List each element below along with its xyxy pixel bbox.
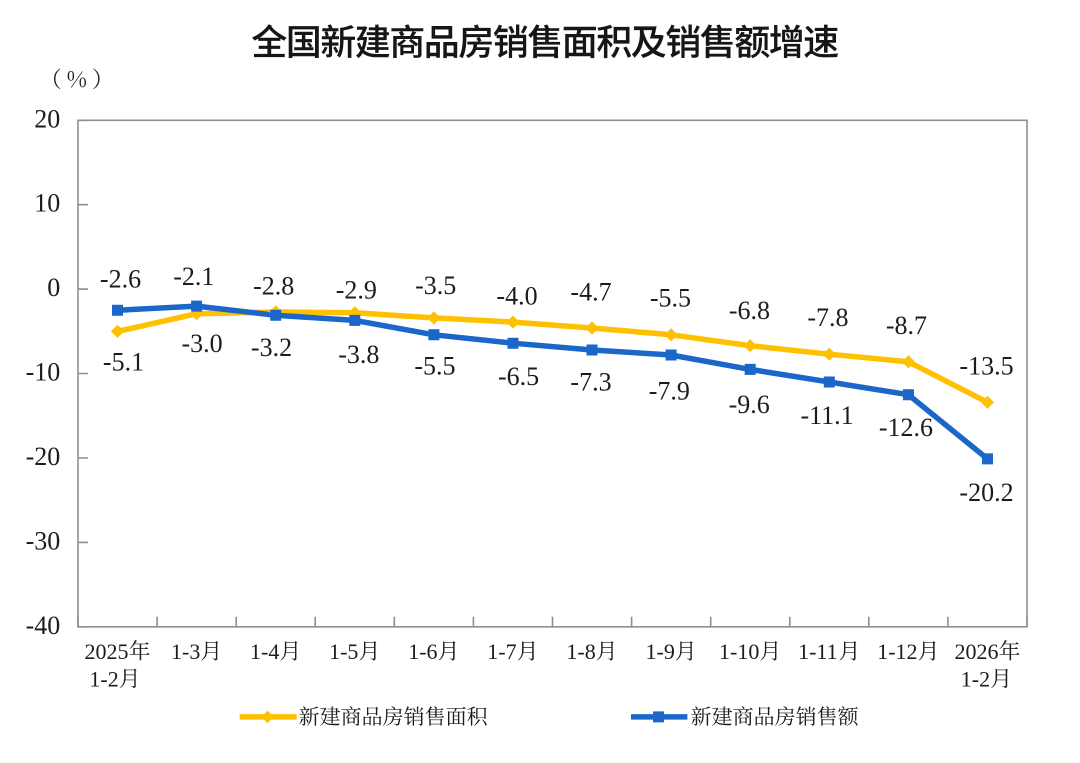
svg-text:-3.0: -3.0 <box>182 329 223 358</box>
svg-text:-12.6: -12.6 <box>879 413 933 442</box>
svg-text:-6.5: -6.5 <box>498 362 539 391</box>
svg-text:-3.8: -3.8 <box>338 340 379 369</box>
svg-text:-7.9: -7.9 <box>649 377 690 406</box>
svg-text:2026: 2026 <box>955 639 999 664</box>
svg-text:-10: -10 <box>26 358 61 387</box>
svg-text:-20: -20 <box>26 442 61 471</box>
svg-text:-5.5: -5.5 <box>650 284 691 313</box>
svg-text:1-6: 1-6 <box>408 639 437 664</box>
svg-text:-20.2: -20.2 <box>959 478 1013 507</box>
svg-text:1-7: 1-7 <box>487 639 516 664</box>
svg-text:-2.8: -2.8 <box>253 271 294 300</box>
svg-text:-7.3: -7.3 <box>570 368 611 397</box>
svg-text:-11.1: -11.1 <box>800 401 853 430</box>
svg-text:1-10: 1-10 <box>719 639 759 664</box>
svg-text:2025: 2025 <box>85 639 129 664</box>
svg-text:-7.8: -7.8 <box>807 303 848 332</box>
svg-text:-3.2: -3.2 <box>251 333 292 362</box>
svg-text:-2.1: -2.1 <box>173 262 214 291</box>
svg-text:1-2: 1-2 <box>89 666 118 691</box>
svg-text:-5.1: -5.1 <box>103 347 144 376</box>
svg-text:-6.8: -6.8 <box>729 296 770 325</box>
svg-text:-8.7: -8.7 <box>886 311 927 340</box>
svg-text:1-5: 1-5 <box>329 639 358 664</box>
svg-text:-4.7: -4.7 <box>570 278 611 307</box>
svg-text:-30: -30 <box>26 526 61 555</box>
svg-text:10: 10 <box>34 189 60 218</box>
svg-text:1-2: 1-2 <box>961 666 990 691</box>
svg-text:1-11: 1-11 <box>798 639 838 664</box>
svg-text:1-9: 1-9 <box>646 639 675 664</box>
svg-text:1-4: 1-4 <box>250 639 279 664</box>
svg-text:-3.5: -3.5 <box>415 271 456 300</box>
svg-text:1-3: 1-3 <box>171 639 200 664</box>
svg-text:-5.5: -5.5 <box>414 351 455 380</box>
svg-text:1-12: 1-12 <box>877 639 917 664</box>
svg-text:-9.6: -9.6 <box>729 390 770 419</box>
svg-text:-2.9: -2.9 <box>336 276 377 305</box>
svg-text:-40: -40 <box>26 611 61 640</box>
svg-text:-4.0: -4.0 <box>496 281 537 310</box>
svg-text:1-8: 1-8 <box>566 639 595 664</box>
svg-text:20: 20 <box>34 104 60 133</box>
svg-text:0: 0 <box>47 273 60 302</box>
svg-text:-2.6: -2.6 <box>100 264 141 293</box>
svg-text:-13.5: -13.5 <box>959 352 1013 381</box>
